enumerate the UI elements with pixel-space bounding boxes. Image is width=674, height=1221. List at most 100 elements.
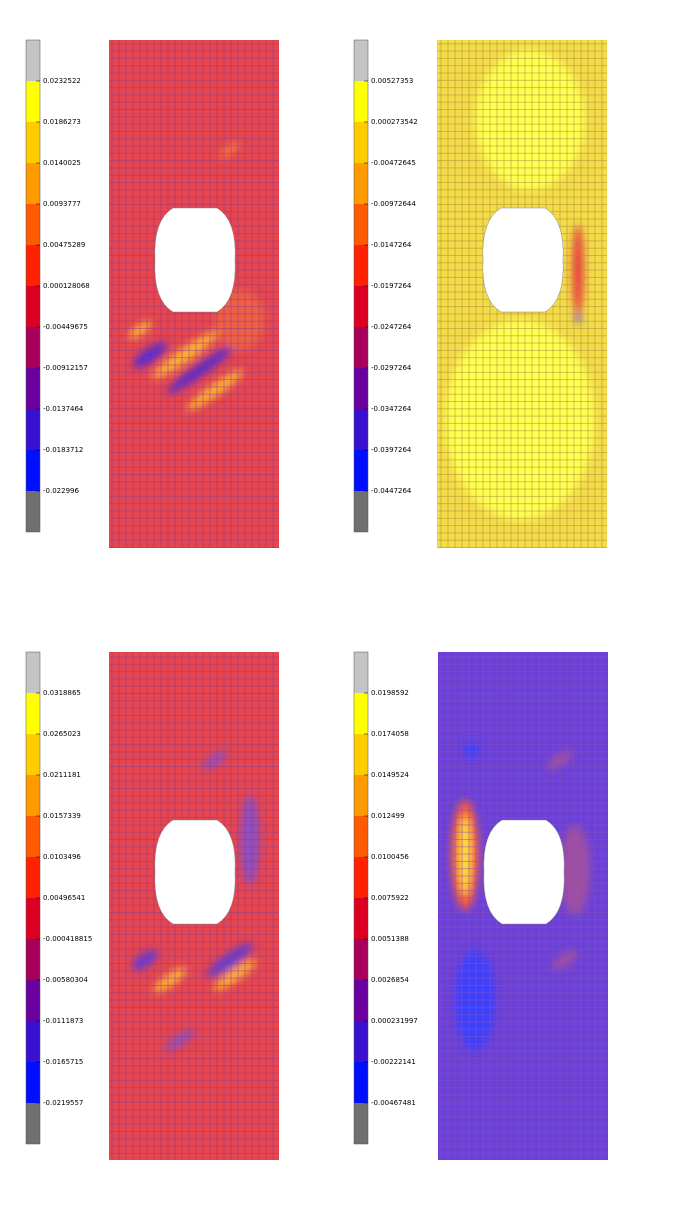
panel: 0.00527353 0.000273542 -0.00472645 -0.00972… bbox=[353, 39, 607, 548]
colorbar-label: -0.0183712 bbox=[43, 446, 83, 454]
colorbar-label: 0.0318865 bbox=[43, 689, 81, 697]
colorbar-segment bbox=[26, 204, 40, 245]
colorbar-segment bbox=[26, 40, 40, 81]
colorbar-label: -0.0219557 bbox=[43, 1099, 83, 1107]
colorbar-label: 0.0140025 bbox=[43, 159, 81, 167]
colorbar-segment bbox=[354, 81, 368, 122]
hole bbox=[154, 819, 236, 925]
colorbar-label: 0.0026854 bbox=[371, 976, 409, 984]
colorbar-segment bbox=[354, 409, 368, 450]
colorbar-segment bbox=[354, 898, 368, 939]
colorbar-label: -0.00472645 bbox=[371, 159, 416, 167]
colorbar-segment bbox=[26, 939, 40, 980]
colorbar-label: -0.022996 bbox=[43, 487, 79, 495]
colorbar-segment bbox=[354, 816, 368, 857]
colorbar-segment bbox=[26, 1062, 40, 1103]
colorbar-segment bbox=[354, 450, 368, 491]
colorbar-label: 0.000273542 bbox=[371, 118, 418, 126]
colorbar-segment bbox=[354, 491, 368, 532]
colorbar-segment bbox=[354, 122, 368, 163]
colorbar-segment bbox=[354, 1062, 368, 1103]
colorbar-segment bbox=[354, 286, 368, 327]
colorbar-label: -0.0297264 bbox=[371, 364, 412, 372]
colorbar-label: 0.000128068 bbox=[43, 282, 90, 290]
colorbar-segment bbox=[354, 693, 368, 734]
colorbar-segment bbox=[26, 122, 40, 163]
colorbar-label: -0.0447264 bbox=[371, 487, 412, 495]
colorbar-segment bbox=[26, 898, 40, 939]
colorbar-segment bbox=[354, 980, 368, 1021]
colorbar-segment bbox=[354, 1021, 368, 1062]
colorbar-segment bbox=[26, 163, 40, 204]
colorbar-segment bbox=[354, 939, 368, 980]
hole bbox=[154, 207, 236, 313]
colorbar-label: 0.000231997 bbox=[371, 1017, 418, 1025]
colorbar-label: 0.00475289 bbox=[43, 241, 85, 249]
colorbar-label: 0.00496541 bbox=[43, 894, 85, 902]
colorbar-label: -0.0147264 bbox=[371, 241, 412, 249]
colorbar-label: 0.0198592 bbox=[371, 689, 409, 697]
colorbar-segment bbox=[354, 204, 368, 245]
colorbar-label: 0.0157339 bbox=[43, 812, 81, 820]
hole bbox=[483, 819, 565, 925]
colorbar-segment bbox=[354, 775, 368, 816]
colorbar-label: 0.0174058 bbox=[371, 730, 409, 738]
colorbar-label: -0.00972644 bbox=[371, 200, 416, 208]
colorbar-label: 0.0093777 bbox=[43, 200, 81, 208]
colorbar-segment bbox=[26, 491, 40, 532]
colorbar-segment bbox=[354, 1103, 368, 1144]
colorbar-label: 0.0232522 bbox=[43, 77, 81, 85]
colorbar-label: -0.0137464 bbox=[43, 405, 84, 413]
colorbar-segment bbox=[354, 245, 368, 286]
colorbar-label: -0.00580304 bbox=[43, 976, 88, 984]
colorbar-label: -0.0165715 bbox=[43, 1058, 83, 1066]
colorbar-label: 0.0075922 bbox=[371, 894, 409, 902]
colorbar-segment bbox=[354, 163, 368, 204]
colorbar-label: -0.00467481 bbox=[371, 1099, 416, 1107]
colorbar-label: -0.0197264 bbox=[371, 282, 412, 290]
colorbar-label: -0.0111873 bbox=[43, 1017, 83, 1025]
colorbar-segment bbox=[354, 652, 368, 693]
colorbar-segment bbox=[354, 734, 368, 775]
colorbar-segment bbox=[26, 816, 40, 857]
colorbar-label: 0.0265023 bbox=[43, 730, 81, 738]
colorbar-segment bbox=[354, 40, 368, 81]
colorbar-label: 0.0149524 bbox=[371, 771, 409, 779]
colorbar-segment bbox=[354, 368, 368, 409]
colorbar-label: 0.0211181 bbox=[43, 771, 81, 779]
hole bbox=[482, 207, 564, 313]
colorbar-label: -0.000418815 bbox=[43, 935, 92, 943]
colorbar-segment bbox=[26, 1021, 40, 1062]
colorbar-segment bbox=[26, 652, 40, 693]
colorbar-segment bbox=[26, 1103, 40, 1144]
colorbar-label: 0.0051388 bbox=[371, 935, 409, 943]
colorbar-segment bbox=[26, 857, 40, 898]
colorbar-segment bbox=[26, 980, 40, 1021]
colorbar-label: 0.00527353 bbox=[371, 77, 413, 85]
colorbar-segment bbox=[26, 409, 40, 450]
colorbar-segment bbox=[26, 81, 40, 122]
colorbar-segment bbox=[26, 693, 40, 734]
colorbar-label: 0.0186273 bbox=[43, 118, 81, 126]
colorbar-label: -0.00449675 bbox=[43, 323, 88, 331]
colorbar-label: -0.0247264 bbox=[371, 323, 412, 331]
colorbar-segment bbox=[354, 857, 368, 898]
colorbar-segment bbox=[26, 327, 40, 368]
colorbar-label: 0.0100456 bbox=[371, 853, 409, 861]
colorbar-label: 0.012499 bbox=[371, 812, 404, 820]
colorbar-label: -0.00912157 bbox=[43, 364, 88, 372]
colorbar-label: -0.00222141 bbox=[371, 1058, 416, 1066]
panel: 0.0318865 0.0265023 0.0211181 0.0157339 0.01… bbox=[25, 651, 279, 1160]
colorbar-segment bbox=[26, 286, 40, 327]
panel: 0.0232522 0.0186273 0.0140025 0.0093777 0.00… bbox=[25, 39, 279, 548]
colorbar-segment bbox=[26, 734, 40, 775]
colorbar-segment bbox=[26, 775, 40, 816]
colorbar-segment bbox=[26, 245, 40, 286]
colorbar-label: -0.0397264 bbox=[371, 446, 412, 454]
colorbar-segment bbox=[26, 450, 40, 491]
panel: 0.0198592 0.0174058 0.0149524 0.012499 0.010… bbox=[353, 651, 608, 1160]
colorbar-segment bbox=[354, 327, 368, 368]
colorbar-label: -0.0347264 bbox=[371, 405, 412, 413]
colorbar-label: 0.0103496 bbox=[43, 853, 81, 861]
